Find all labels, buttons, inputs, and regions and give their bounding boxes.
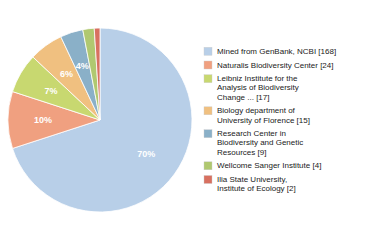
legend-label-line: Ilia State University, (217, 175, 287, 184)
legend-label: Research Center inBiodiversity and Genet… (217, 129, 303, 156)
legend-item: Biology department ofUniversity of Flore… (204, 106, 310, 124)
legend-swatch (204, 130, 212, 138)
chart: 70% 10% 7%6%4% Mined from GenBank, NCBI [16… (0, 0, 380, 240)
legend-item: Wellcome Sanger Institute [4] (204, 161, 321, 170)
legend-swatch (204, 107, 212, 115)
legend-swatch (204, 61, 212, 69)
legend-label: Ilia State University,Institute of Ecolo… (217, 175, 296, 193)
legend-label-line: Analysis of Biodiversity (217, 83, 299, 92)
legend-label: Biology department ofUniversity of Flore… (217, 106, 310, 124)
legend-item: Leibniz Institute for theAnalysis of Bio… (204, 74, 299, 101)
legend: Mined from GenBank, NCBI [168] Naturalis … (204, 47, 336, 193)
slice-labels: 70% 10% 7%6%4% (34, 61, 155, 159)
legend-label-line: Resources [9] (217, 148, 266, 157)
legend-label-line: Biology department of (217, 106, 296, 115)
chart-container: 70% 10% 7%6%4% Mined from GenBank, NCBI [16… (0, 0, 380, 240)
legend-swatch (204, 47, 212, 55)
legend-label-line: Biodiversity and Genetic (217, 138, 303, 147)
legend-label-line: Institute of Ecology [2] (217, 184, 296, 193)
legend-label-line: Mined from GenBank, NCBI [168] (217, 47, 336, 56)
pie-slice (13, 28, 192, 212)
slice-label: 6% (60, 69, 73, 79)
slice-label: 10% (34, 115, 52, 125)
legend-label-line: Naturalis Biodiversity Center [24] (217, 61, 334, 70)
slices (8, 28, 192, 212)
legend-label-line: Research Center in (217, 129, 286, 138)
legend-swatch (204, 176, 212, 184)
slice-label: 70% (137, 149, 155, 159)
legend-item: Ilia State University,Institute of Ecolo… (204, 175, 296, 193)
legend-item: Mined from GenBank, NCBI [168] (204, 47, 336, 56)
legend-label-line: University of Florence [15] (217, 116, 310, 125)
legend-label: Mined from GenBank, NCBI [168] (217, 47, 336, 56)
slice-label: 7% (44, 86, 57, 96)
legend-label-line: Wellcome Sanger Institute [4] (217, 161, 321, 170)
legend-swatch (204, 75, 212, 83)
legend-label: Naturalis Biodiversity Center [24] (217, 61, 334, 70)
legend-label-line: Leibniz Institute for the (217, 74, 298, 83)
legend-label-line: Change ... [17] (217, 93, 269, 102)
legend-swatch (204, 162, 212, 170)
legend-label: Wellcome Sanger Institute [4] (217, 161, 321, 170)
legend-label: Leibniz Institute for theAnalysis of Bio… (217, 74, 299, 101)
pie-slice (94, 28, 100, 120)
pie-slice (83, 28, 100, 120)
legend-item: Naturalis Biodiversity Center [24] (204, 61, 334, 70)
slice-label: 4% (76, 61, 89, 71)
legend-item: Research Center inBiodiversity and Genet… (204, 129, 303, 156)
